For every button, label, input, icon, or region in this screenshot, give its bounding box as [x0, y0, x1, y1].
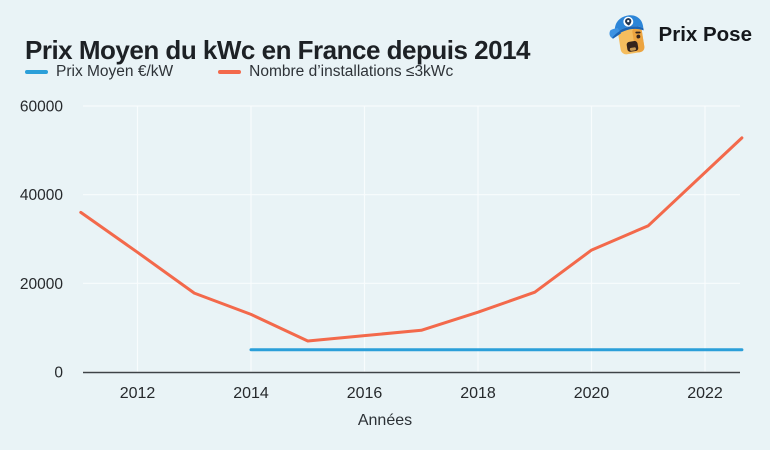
y-tick-label: 40000 [20, 187, 63, 204]
x-tick-label: 2022 [687, 385, 723, 402]
x-axis-title: Années [357, 412, 413, 429]
legend-swatch-blue [25, 70, 48, 74]
logo-text: Prix Pose [658, 22, 752, 46]
y-tick-label: 60000 [20, 99, 63, 116]
x-tick-label: 2012 [120, 385, 156, 402]
chart-legend: Prix Moyen €/kW Nombre d’installations ≤… [25, 63, 453, 81]
y-tick-label: 20000 [20, 276, 63, 293]
legend-label: Prix Moyen €/kW [56, 63, 174, 80]
chart-title: Prix Moyen du kWc en France depuis 2014 [25, 35, 531, 66]
legend-label: Nombre d’installations ≤3kWc [249, 63, 454, 80]
series-line-installations [79, 136, 744, 343]
x-tick-label: 2020 [574, 385, 610, 402]
prix-pose-mascot-icon [609, 15, 644, 55]
legend-item-prix-moyen[interactable]: Prix Moyen €/kW [25, 63, 173, 81]
chart-plot-area: 0 20000 40000 60000 2012 2014 2016 2018 2020 2022 [20, 99, 744, 402]
legend-item-installations[interactable]: Nombre d’installations ≤3kWc [218, 63, 453, 81]
legend-swatch-orange [218, 70, 242, 74]
x-tick-label: 2016 [347, 385, 383, 402]
x-tick-label: 2014 [233, 385, 269, 402]
prix-pose-logo[interactable]: Prix Pose [609, 12, 752, 57]
y-tick-label: 0 [54, 365, 63, 382]
x-tick-label: 2018 [460, 385, 496, 402]
